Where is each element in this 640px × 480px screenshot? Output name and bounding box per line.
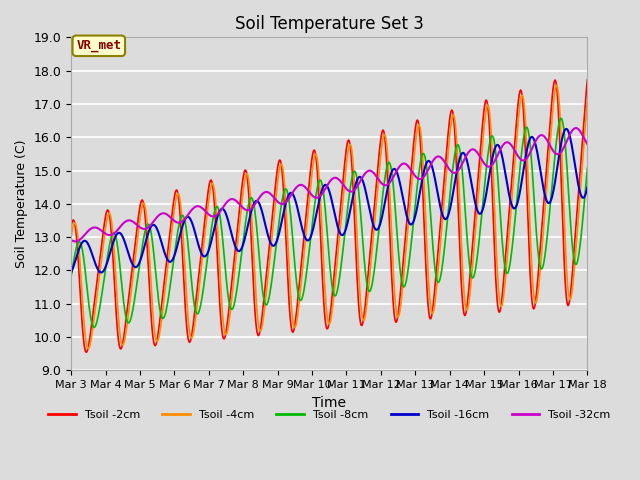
Tsoil -8cm xyxy=(210,211,218,216)
Tsoil -16cm xyxy=(392,167,399,173)
Tsoil -8cm xyxy=(67,274,75,279)
Tsoil -32cm xyxy=(210,214,218,219)
X-axis label: Time: Time xyxy=(312,396,346,410)
Legend: Tsoil -2cm, Tsoil -4cm, Tsoil -8cm, Tsoil -16cm, Tsoil -32cm: Tsoil -2cm, Tsoil -4cm, Tsoil -8cm, Tsoi… xyxy=(44,406,615,425)
Tsoil -8cm xyxy=(584,166,591,171)
Line: Tsoil -32cm: Tsoil -32cm xyxy=(71,128,588,241)
Tsoil -2cm xyxy=(131,248,138,254)
Tsoil -32cm xyxy=(183,214,191,219)
Tsoil -32cm xyxy=(67,237,75,243)
Tsoil -2cm xyxy=(183,324,191,330)
Tsoil -4cm xyxy=(553,83,561,88)
Line: Tsoil -2cm: Tsoil -2cm xyxy=(71,80,588,352)
Tsoil -16cm xyxy=(77,242,84,248)
Tsoil -4cm xyxy=(392,309,400,315)
Tsoil -32cm xyxy=(392,168,400,174)
Tsoil -16cm xyxy=(67,270,75,276)
Tsoil -8cm xyxy=(408,238,415,244)
Tsoil -2cm xyxy=(392,319,400,325)
Tsoil -4cm xyxy=(67,234,75,240)
Tsoil -32cm xyxy=(77,236,85,241)
Tsoil -2cm xyxy=(83,349,90,355)
Y-axis label: Soil Temperature (C): Soil Temperature (C) xyxy=(15,140,28,268)
Tsoil -4cm xyxy=(77,267,84,273)
Tsoil -16cm xyxy=(130,263,138,269)
Tsoil -8cm xyxy=(90,324,98,330)
Tsoil -4cm xyxy=(408,184,415,190)
Line: Tsoil -4cm: Tsoil -4cm xyxy=(71,85,588,348)
Tsoil -8cm xyxy=(557,115,564,121)
Tsoil -16cm xyxy=(563,126,570,132)
Tsoil -8cm xyxy=(77,240,84,246)
Tsoil -2cm xyxy=(584,77,591,83)
Tsoil -16cm xyxy=(209,230,217,236)
Line: Tsoil -16cm: Tsoil -16cm xyxy=(71,129,588,273)
Tsoil -4cm xyxy=(183,297,191,303)
Tsoil -8cm xyxy=(392,222,400,228)
Tsoil -32cm xyxy=(572,125,580,131)
Line: Tsoil -8cm: Tsoil -8cm xyxy=(71,118,588,327)
Tsoil -8cm xyxy=(131,298,138,304)
Text: VR_met: VR_met xyxy=(76,39,122,52)
Tsoil -16cm xyxy=(182,215,190,221)
Tsoil -32cm xyxy=(72,239,79,244)
Tsoil -2cm xyxy=(67,223,75,228)
Tsoil -8cm xyxy=(183,230,191,236)
Tsoil -32cm xyxy=(584,141,591,147)
Tsoil -2cm xyxy=(408,165,415,171)
Tsoil -32cm xyxy=(408,168,415,174)
Tsoil -4cm xyxy=(84,346,92,351)
Tsoil -4cm xyxy=(131,262,138,268)
Tsoil -2cm xyxy=(210,196,218,202)
Tsoil -2cm xyxy=(77,295,84,301)
Title: Soil Temperature Set 3: Soil Temperature Set 3 xyxy=(235,15,424,33)
Tsoil -16cm xyxy=(584,184,591,190)
Tsoil -16cm xyxy=(407,222,415,228)
Tsoil -4cm xyxy=(210,185,218,191)
Tsoil -4cm xyxy=(584,96,591,102)
Tsoil -32cm xyxy=(131,220,138,226)
